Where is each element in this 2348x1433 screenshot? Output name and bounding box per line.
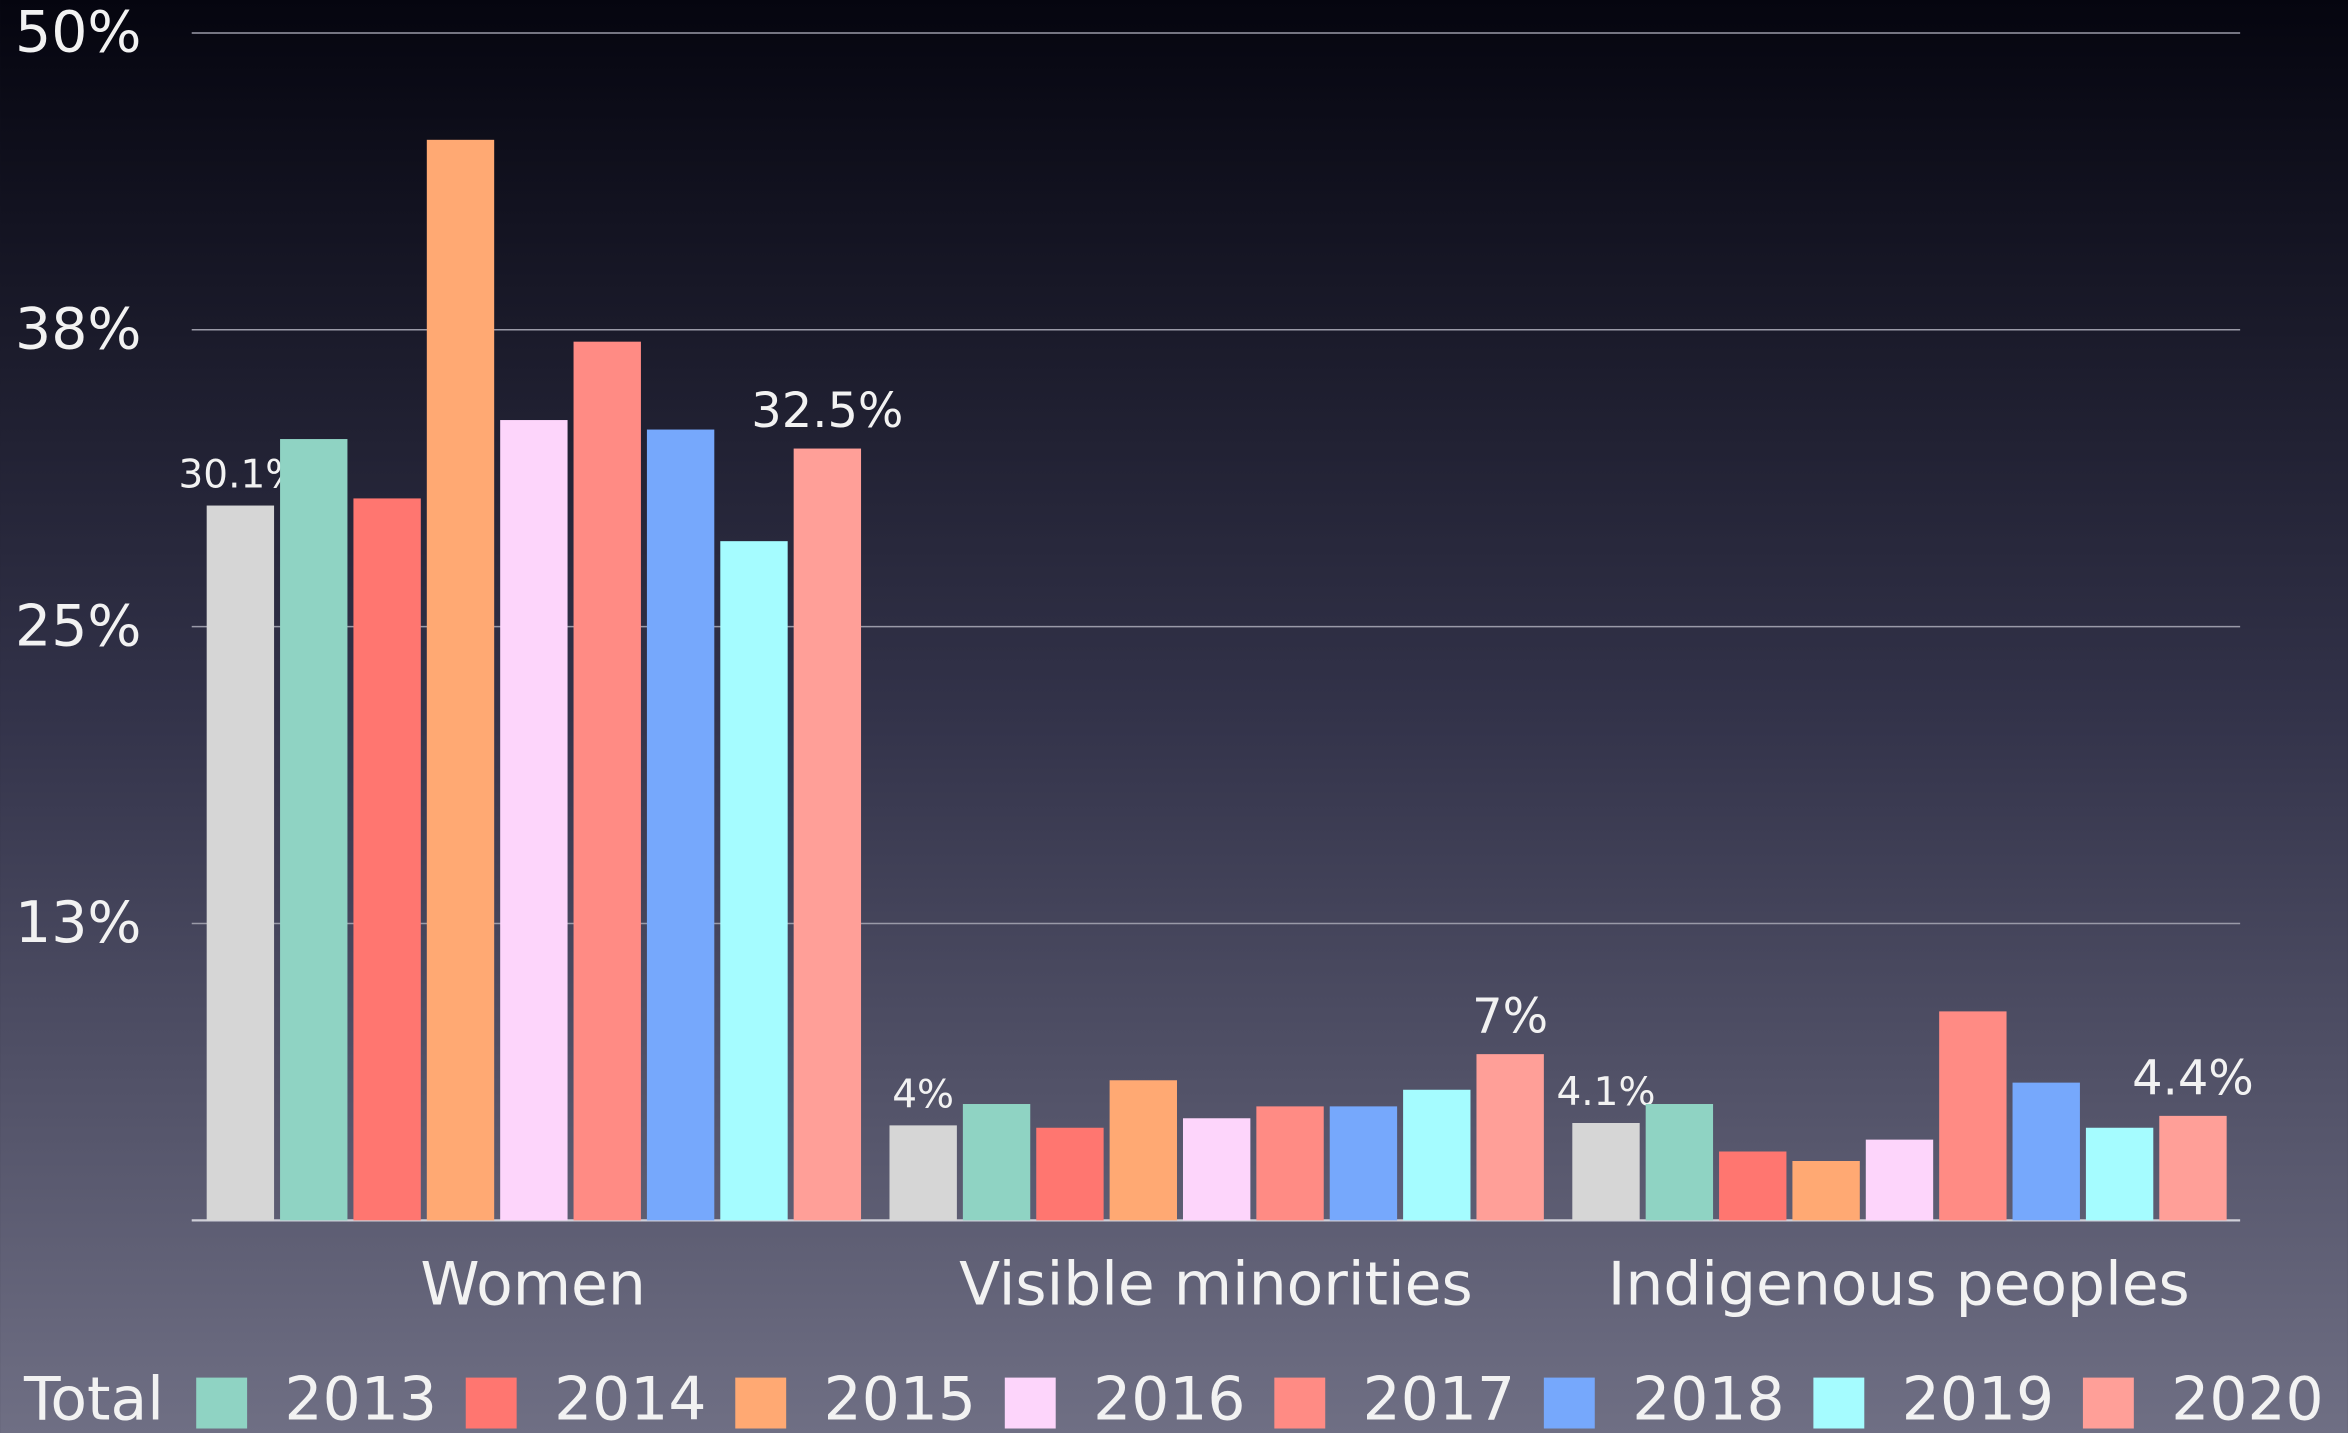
bar	[889, 1125, 957, 1221]
bar	[353, 498, 421, 1221]
bar	[1403, 1089, 1471, 1221]
bar	[1329, 1106, 1398, 1221]
y-tick-label: 25%	[15, 593, 141, 659]
bar	[1182, 1118, 1251, 1221]
legend-label: 2018	[1632, 1365, 1784, 1433]
y-tick-label: 13%	[15, 890, 141, 956]
bar	[2012, 1082, 2080, 1221]
legend-label: 2020	[2171, 1365, 2323, 1433]
bar	[1256, 1106, 1324, 1221]
bar	[1109, 1080, 1177, 1221]
data-label: 32.5%	[751, 384, 903, 439]
legend-swatch	[196, 1377, 248, 1429]
bar	[1036, 1127, 1104, 1221]
y-tick-label: 38%	[15, 296, 141, 362]
bar	[1939, 1011, 2007, 1221]
bar	[1865, 1139, 1934, 1221]
bar	[1792, 1160, 1860, 1221]
bar	[206, 505, 275, 1221]
legend-label: 2016	[1093, 1365, 1245, 1433]
legend-swatch	[735, 1377, 787, 1429]
legend-label: 2014	[554, 1365, 706, 1433]
legend-label: 2015	[824, 1365, 976, 1433]
bar	[1719, 1151, 1787, 1221]
legend-swatch	[1813, 1377, 1865, 1429]
bar	[1645, 1104, 1714, 1221]
legend-swatch	[465, 1377, 517, 1429]
bar	[962, 1104, 1031, 1221]
x-tick-label: Visible minorities	[959, 1249, 1473, 1319]
legend-swatch	[1274, 1377, 1326, 1429]
bar	[720, 541, 788, 1221]
data-label: 4%	[892, 1072, 954, 1117]
legend-swatch	[2082, 1377, 2134, 1429]
legend-label: 2019	[1902, 1365, 2054, 1433]
legend-label: 2013	[285, 1365, 437, 1433]
bar	[573, 341, 641, 1221]
legend-label: 2017	[1363, 1365, 1515, 1433]
x-tick-label: Indigenous peoples	[1608, 1249, 2190, 1319]
legend-swatch	[1004, 1377, 1056, 1429]
bar	[280, 439, 348, 1221]
bar	[1476, 1054, 1544, 1221]
data-label: 4.4%	[2132, 1051, 2254, 1106]
legend-label: Total	[23, 1365, 164, 1433]
x-tick-label: Women	[420, 1249, 645, 1319]
bar	[500, 420, 568, 1221]
bar	[2085, 1127, 2154, 1221]
bar	[646, 429, 715, 1221]
data-label: 7%	[1472, 990, 1548, 1045]
bar	[793, 448, 862, 1221]
legend-swatch	[1543, 1377, 1595, 1429]
bar	[1572, 1123, 1640, 1221]
bar	[2159, 1115, 2227, 1221]
data-label: 4.1%	[1557, 1070, 1656, 1115]
bar	[426, 139, 495, 1221]
y-tick-label: 50%	[15, 0, 141, 66]
